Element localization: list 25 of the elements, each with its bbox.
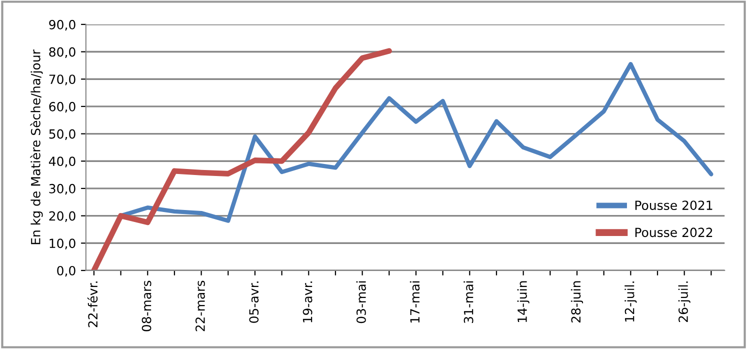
x-tick-label: 08-mars — [142, 280, 152, 332]
x-tick-label: 14-juin — [517, 281, 530, 322]
y-tick-label: 70,0 — [49, 74, 76, 86]
y-tick-label: 20,0 — [49, 211, 76, 222]
y-tick-label: 0,0 — [57, 266, 76, 277]
x-tick-label: 05-avr. — [249, 282, 259, 323]
x-tick-label: 03-mai — [356, 281, 366, 324]
x-tick-label: 31-mai — [464, 281, 474, 323]
x-tick-label: 22-févr. — [87, 282, 98, 328]
x-tick-label: 26-juil. — [678, 282, 690, 322]
x-tick-label: 12-juil. — [624, 282, 637, 322]
legend-label: Pousse 2022 — [635, 228, 712, 238]
y-tick-label: 90,0 — [49, 20, 76, 31]
y-tick-label: 40,0 — [48, 156, 76, 168]
y-tick-label: 60,0 — [49, 102, 76, 113]
y-axis-title: En kg de Matière Sèche/ha/jour — [30, 50, 43, 244]
x-tick-label: 22-mars — [195, 280, 205, 332]
y-tick-label: 10,0 — [50, 238, 76, 250]
legend-label: Pousse 2021 — [635, 200, 712, 210]
y-tick-label: 80,0 — [49, 47, 76, 58]
y-tick-label: 50,0 — [49, 129, 76, 140]
y-tick-label: 30,0 — [49, 184, 76, 195]
x-tick-label: 17-mai — [410, 281, 420, 323]
x-tick-label: 28-juin — [570, 281, 584, 322]
x-tick-label: 19-avr. — [302, 282, 312, 322]
